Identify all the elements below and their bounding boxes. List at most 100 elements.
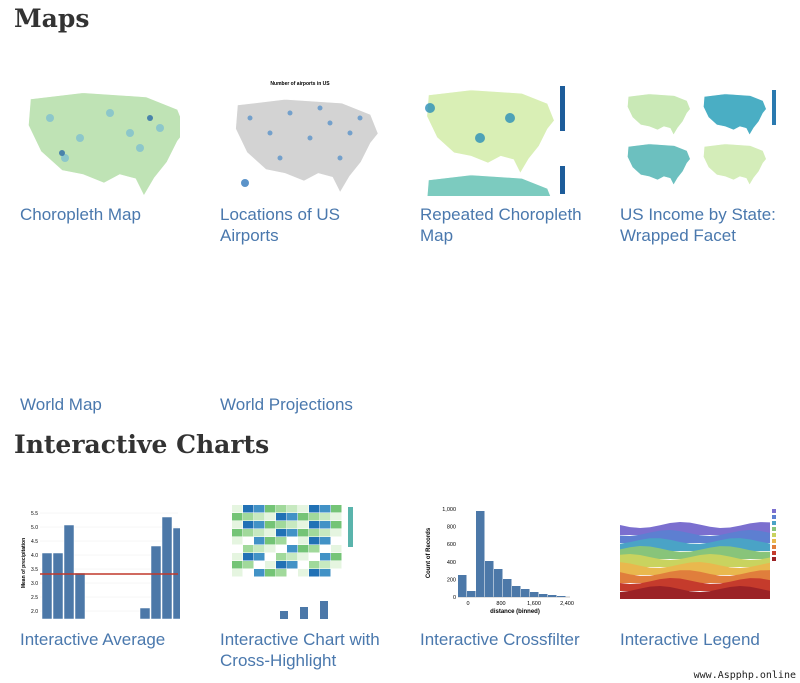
legend-bar [560, 86, 565, 131]
example-link[interactable]: Choropleth Map [20, 205, 141, 224]
map-shape [235, 98, 379, 194]
heat-cell [298, 537, 309, 545]
thumbnail[interactable]: 5.5 5.0 4.5 4.0 3.5 3.0 2.5 2.0 Mean of precipit… [20, 503, 180, 621]
map-dot [287, 110, 293, 116]
heat-cell [287, 529, 298, 537]
heat-cell [254, 569, 265, 577]
bar [74, 572, 86, 620]
map-dot [475, 133, 485, 143]
heat-cell [254, 513, 265, 521]
section-heading: Interactive Charts [14, 430, 270, 459]
heat-cell [243, 529, 254, 537]
example-link[interactable]: Interactive Legend [620, 630, 760, 649]
thumbnail[interactable] [620, 78, 780, 196]
legend-swatch [772, 557, 776, 561]
thumbnail[interactable] [620, 503, 780, 621]
bar [485, 561, 494, 597]
example-link[interactable]: US Income by State: Wrapped Facet [620, 205, 776, 245]
legend-swatch [772, 527, 776, 531]
bar [494, 569, 503, 597]
bar [300, 607, 308, 619]
bar [280, 611, 288, 619]
y-tick-label: 2.5 [31, 595, 38, 601]
watermark: www.Aspphp.online [693, 670, 796, 681]
bar [52, 552, 64, 620]
map-dot [136, 144, 144, 152]
stream-layer [620, 562, 770, 575]
bar [530, 592, 539, 597]
gallery-item: Number of airports in US Locations of US … [220, 78, 398, 246]
legend-swatch [772, 515, 776, 519]
map-shape [426, 174, 551, 196]
heat-cell [309, 505, 320, 513]
example-link[interactable]: World Projections [220, 395, 353, 414]
example-link[interactable]: Locations of US Airports [220, 205, 341, 245]
heat-cell [243, 553, 254, 561]
y-tick-label: 600 [447, 542, 456, 548]
heat-cell [254, 545, 265, 553]
x-axis-title: distance (binned) [490, 609, 540, 615]
heat-cell [320, 561, 331, 569]
heat-cell [287, 521, 298, 529]
map-dot [147, 115, 153, 121]
section-heading: Maps [14, 4, 90, 33]
heat-cell [287, 553, 298, 561]
heat-cell [232, 561, 243, 569]
map-dot [347, 130, 353, 136]
gallery-item: 5.5 5.0 4.5 4.0 3.5 3.0 2.5 2.0 Mean of precipit… [20, 503, 198, 650]
legend-bar [772, 90, 776, 125]
heat-cell [232, 513, 243, 521]
map-dot [76, 134, 84, 142]
gallery-item: Repeated Choropleth Map [420, 78, 598, 246]
thumbnail[interactable] [220, 268, 380, 386]
heat-cell [232, 553, 243, 561]
legend-bar [560, 166, 565, 194]
map-shape [28, 92, 180, 196]
x-tick-label: 2,400 [560, 601, 574, 607]
thumbnail[interactable] [420, 78, 580, 196]
map-dot [327, 120, 333, 126]
thumbnail[interactable]: Number of airports in US [220, 78, 380, 196]
heat-cell [243, 561, 254, 569]
legend-swatch [772, 509, 776, 513]
heat-cell [232, 505, 243, 513]
heat-cell [265, 545, 276, 553]
bar [557, 596, 566, 597]
thumbnail[interactable] [20, 78, 180, 196]
thumbnail[interactable]: 1,000 800 600 400 200 0 0 800 1,600 2,400 distance… [420, 503, 580, 621]
example-link[interactable]: World Map [20, 395, 102, 414]
heat-cell [287, 561, 298, 569]
example-link[interactable]: Interactive Crossfilter [420, 630, 580, 649]
heat-cell [243, 521, 254, 529]
legend-swatch [772, 545, 776, 549]
example-link[interactable]: Interactive Average [20, 630, 166, 649]
heat-cell [232, 569, 243, 577]
heat-cell [265, 505, 276, 513]
heat-cell [287, 545, 298, 553]
example-link[interactable]: Repeated Choropleth Map [420, 205, 582, 245]
gallery-item: Interactive Legend [620, 503, 798, 650]
heat-cell [254, 505, 265, 513]
heat-cell [287, 505, 298, 513]
heat-cell [331, 505, 342, 513]
map-dot [307, 135, 313, 141]
heat-cell [309, 529, 320, 537]
heat-cell [309, 513, 320, 521]
heat-cell [254, 553, 265, 561]
thumbnail[interactable] [20, 268, 180, 386]
bar [476, 511, 485, 597]
stream-layer [620, 586, 770, 599]
y-tick-label: 3.5 [31, 567, 38, 573]
heat-cell [265, 521, 276, 529]
thumbnail[interactable] [220, 503, 380, 621]
map-dot [247, 115, 253, 121]
heat-cell [309, 537, 320, 545]
heat-cell [309, 561, 320, 569]
example-link[interactable]: Interactive Chart with Cross-Highlight [220, 630, 380, 670]
heat-cell [298, 513, 309, 521]
map-shape [627, 93, 691, 136]
map-dot [156, 124, 164, 132]
map-dot [277, 155, 283, 161]
y-tick-label: 5.0 [31, 525, 38, 531]
